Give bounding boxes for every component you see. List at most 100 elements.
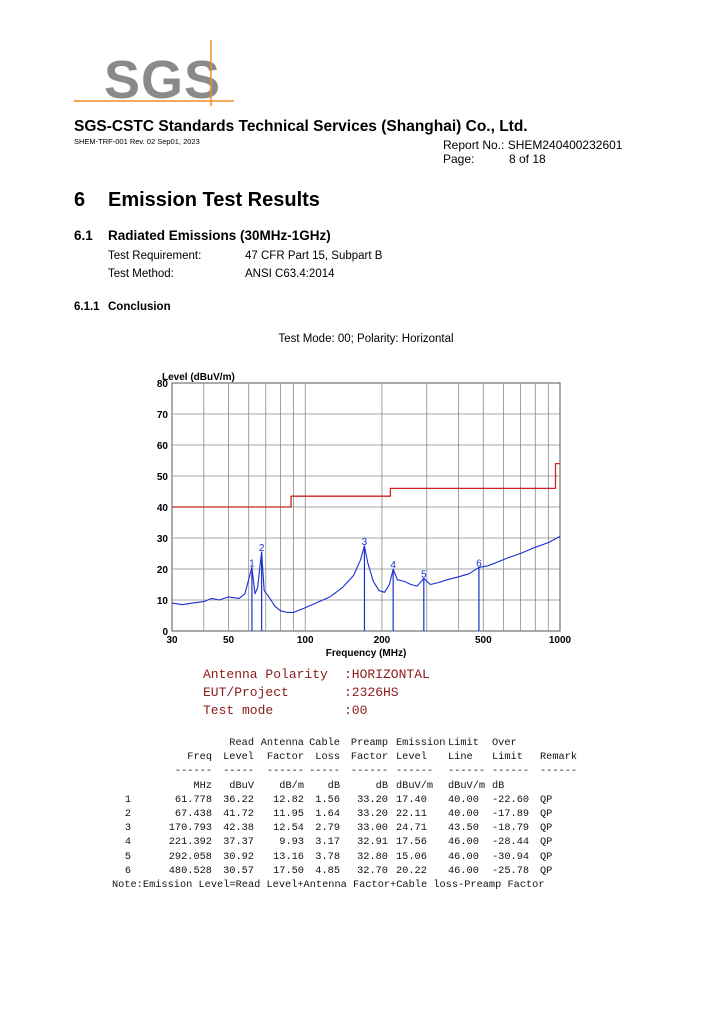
- table-cell: -----: [309, 765, 340, 778]
- marker-label: 1: [249, 558, 255, 569]
- table-cell: QP: [540, 807, 553, 820]
- table-cell: dBuV/m: [448, 779, 486, 792]
- limit-line: [172, 462, 560, 508]
- table-cell: 33.20: [357, 807, 388, 820]
- table-cell: Level: [396, 751, 427, 764]
- table-cell: 9.93: [279, 836, 304, 849]
- table-cell: ------: [492, 765, 530, 778]
- table-cell: 40.00: [448, 807, 479, 820]
- table-cell: Over: [492, 737, 517, 749]
- table-note: Note:Emission Level=Read Level+Antenna F…: [112, 878, 545, 891]
- table-row: 2 67.438 41.72 11.95 1.64 33.20 22.11 40.00 -17.…: [108, 807, 578, 821]
- table-cell: 221.392: [168, 836, 212, 849]
- antenna-info-row: Test mode:00: [203, 703, 367, 718]
- subsection-title: Radiated Emissions (30MHz-1GHz): [108, 228, 331, 243]
- form-number: SHEM-TRF-001 Rev. 02 Sep01, 2023: [74, 137, 200, 146]
- table-cell: Loss: [315, 751, 340, 764]
- series-layer: 12 3 4 5 6: [171, 462, 561, 631]
- table-cell: 32.70: [357, 864, 388, 877]
- table-cell: Freq: [187, 751, 212, 764]
- test-requirement-value: 47 CFR Part 15, Subpart B: [245, 250, 383, 262]
- table-cell: 46.00: [448, 850, 479, 863]
- antenna-info-value: :00: [344, 703, 368, 718]
- table-cell: 43.50: [448, 822, 479, 835]
- table-cell: 41.72: [223, 807, 254, 820]
- table-cell: 3.78: [315, 850, 340, 863]
- y-tick-label: 30: [157, 534, 169, 545]
- table-cell: 1.56: [315, 793, 340, 806]
- table-row: 3 170.793 42.38 12.54 2.79 33.00 24.71 43.50 -18…: [108, 821, 578, 835]
- table-cell: 17.56: [396, 836, 427, 849]
- table-units-row: MHz dBuV dB/m dB dB dBuV/m dBuV/m dB: [108, 779, 578, 793]
- test-method-label: Test Method:: [108, 268, 174, 280]
- table-cell: QP: [540, 822, 553, 835]
- table-cell: 22.11: [396, 807, 427, 820]
- table-cell: Limit: [448, 737, 479, 749]
- table-cell: Remark: [540, 751, 578, 764]
- marker-label: 2: [259, 543, 265, 554]
- table-cell: ------: [396, 765, 434, 778]
- table-cell: 42.38: [223, 822, 254, 835]
- x-tick-label: 100: [297, 635, 314, 646]
- y-tick-label: 40: [157, 503, 169, 514]
- report-number-label: Report No.:: [443, 138, 505, 152]
- table-cell: dBuV/m: [396, 779, 434, 792]
- table-cell: 15.06: [396, 850, 427, 863]
- sgs-logo: SGS: [74, 40, 234, 106]
- table-cell: Line: [448, 751, 473, 764]
- subsubsection-heading: 6.1.1 Conclusion: [74, 301, 171, 313]
- table-cell: 2.79: [315, 822, 340, 835]
- emission-chart: 0 10 20 30 40 50 60 70 80 30 50 100 200 500 1000 12 3 4 5…: [157, 372, 572, 659]
- table-cell: -17.89: [492, 807, 530, 820]
- table-cell: 4: [124, 836, 132, 849]
- y-axis-label: Level (dBuV/m): [162, 372, 235, 383]
- antenna-info-row: Antenna Polarity :HORIZONTAL: [203, 667, 430, 682]
- table-cell: Read: [229, 737, 254, 749]
- table-cell: ------: [350, 765, 388, 778]
- table-cell: ------: [540, 765, 578, 778]
- marker-label: 3: [362, 537, 368, 548]
- test-method-value: ANSI C63.4:2014: [245, 268, 335, 280]
- table-cell: 24.71: [396, 822, 427, 835]
- table-cell: ------: [266, 765, 304, 778]
- table-row: 5 292.058 30.92 13.16 3.78 32.80 15.06 46.00 -30…: [108, 850, 578, 864]
- table-cell: dB: [375, 779, 388, 792]
- table-cell: 13.16: [273, 850, 304, 863]
- table-cell: 46.00: [448, 836, 479, 849]
- subsubsection-title: Conclusion: [108, 301, 171, 313]
- antenna-info-label: EUT/Project: [203, 685, 289, 700]
- table-cell: dB/m: [279, 779, 304, 792]
- table-cell: 33.00: [357, 822, 388, 835]
- x-tick-label: 1000: [549, 635, 572, 646]
- y-tick-label: 60: [157, 441, 169, 452]
- y-tick-label: 70: [157, 410, 169, 421]
- x-tick-label: 30: [166, 635, 178, 646]
- table-cell: Cable: [309, 737, 340, 749]
- section-heading: 6 Emission Test Results: [74, 189, 320, 212]
- table-cell: 30.92: [223, 850, 254, 863]
- table-cell: 30.57: [223, 864, 254, 877]
- table-cell: 32.91: [357, 836, 388, 849]
- table-cell: Level: [223, 751, 254, 764]
- x-tick-label: 50: [223, 635, 235, 646]
- table-cell: -28.44: [492, 836, 530, 849]
- antenna-info-label: Antenna Polarity: [203, 667, 328, 682]
- table-cell: -18.79: [492, 822, 530, 835]
- antenna-info-value: :2326HS: [344, 685, 399, 700]
- table-row: 1 61.778 36.22 12.82 1.56 33.20 17.40 40.00 -22.…: [108, 793, 578, 807]
- table-cell: 46.00: [448, 864, 479, 877]
- report-number: SHEM240400232601: [507, 138, 623, 152]
- tick-labels: 0 10 20 30 40 50 60 70 80 30 50 100 200 500 1000: [157, 379, 572, 646]
- page-line: Page: 8 of 18: [443, 152, 546, 166]
- table-cell: QP: [540, 864, 553, 877]
- table-cell: 4.85: [315, 864, 340, 877]
- antenna-info-value: :HORIZONTAL: [344, 667, 430, 682]
- marker-label: 5: [421, 569, 427, 580]
- y-tick-label: 80: [157, 379, 169, 390]
- table-cell: 20.22: [396, 864, 427, 877]
- table-cell: 11.95: [273, 807, 304, 820]
- table-divider-row: ------ ----- ------ ----- ------ ------ ------…: [108, 764, 578, 778]
- table-header-row: Freq Level Factor Loss Factor Level Line Limit R…: [108, 750, 578, 764]
- x-axis-label: Frequency (MHz): [326, 648, 407, 659]
- table-cell: MHz: [193, 779, 212, 792]
